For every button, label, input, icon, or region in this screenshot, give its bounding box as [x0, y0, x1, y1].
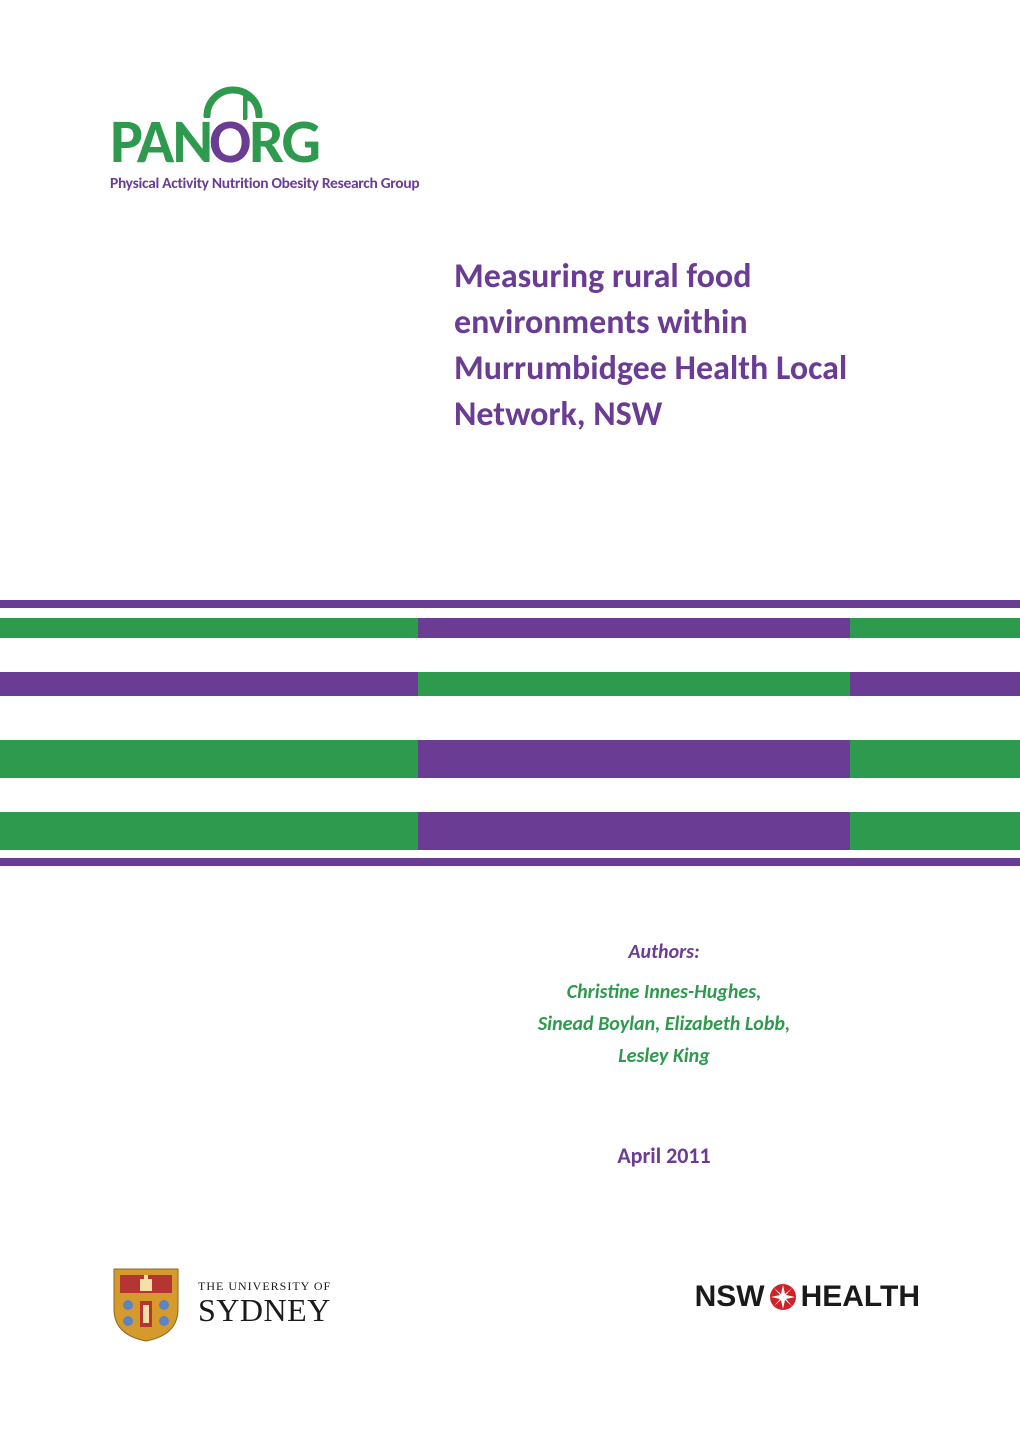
bar-segment — [0, 812, 418, 850]
bar-segment — [0, 600, 1020, 608]
bar-segment — [0, 672, 418, 696]
panorg-pan: PAN — [110, 110, 211, 172]
author-line: Sinead Boylan, Elizabeth Lobb, — [454, 1008, 874, 1040]
decorative-bar-row — [0, 858, 1020, 866]
bar-segment — [418, 740, 850, 778]
bar-segment — [0, 618, 418, 638]
panorg-tick-icon — [243, 96, 261, 120]
authors-block: Authors: Christine Innes-Hughes,Sinead B… — [454, 940, 874, 1169]
publication-date: April 2011 — [454, 1142, 874, 1169]
document-title: Measuring rural food environments within… — [454, 254, 914, 438]
usyd-big-text: SYDNEY — [198, 1292, 331, 1329]
authors-lines: Christine Innes-Hughes,Sinead Boylan, El… — [454, 976, 874, 1072]
usyd-text: THE UNIVERSITY OF SYDNEY — [198, 1279, 331, 1329]
bar-segment — [850, 672, 1020, 696]
nsw-health-logo: NSW HEALTH — [695, 1280, 920, 1314]
waratah-icon — [768, 1282, 798, 1312]
author-line: Lesley King — [454, 1040, 874, 1072]
bar-segment — [850, 740, 1020, 778]
panorg-tagline: Physical Activity Nutrition Obesity Rese… — [110, 174, 480, 193]
page: PAN O RG Physical Activity Nutrition Obe… — [0, 0, 1020, 1442]
bar-segment — [0, 740, 418, 778]
nsw-text-2: HEALTH — [801, 1280, 920, 1314]
decorative-bar-row — [0, 600, 1020, 608]
bar-segment — [418, 672, 850, 696]
panorg-logo: PAN O RG Physical Activity Nutrition Obe… — [110, 110, 480, 193]
panorg-o-wrap: O — [209, 110, 249, 172]
bar-segment — [850, 618, 1020, 638]
usyd-crest-icon — [110, 1265, 182, 1343]
bar-segment — [850, 812, 1020, 850]
decorative-bar-row — [0, 672, 1020, 696]
decorative-bar-row — [0, 812, 1020, 850]
panorg-wordmark: PAN O RG — [110, 110, 480, 172]
authors-label: Authors: — [454, 940, 874, 964]
decorative-bar-row — [0, 740, 1020, 778]
nsw-text-1: NSW — [695, 1280, 765, 1314]
usyd-logo: THE UNIVERSITY OF SYDNEY — [110, 1265, 331, 1343]
bar-segment — [418, 812, 850, 850]
author-line: Christine Innes-Hughes, — [454, 976, 874, 1008]
bar-segment — [418, 618, 850, 638]
bar-segment — [0, 858, 1020, 866]
decorative-bar-row — [0, 618, 1020, 638]
